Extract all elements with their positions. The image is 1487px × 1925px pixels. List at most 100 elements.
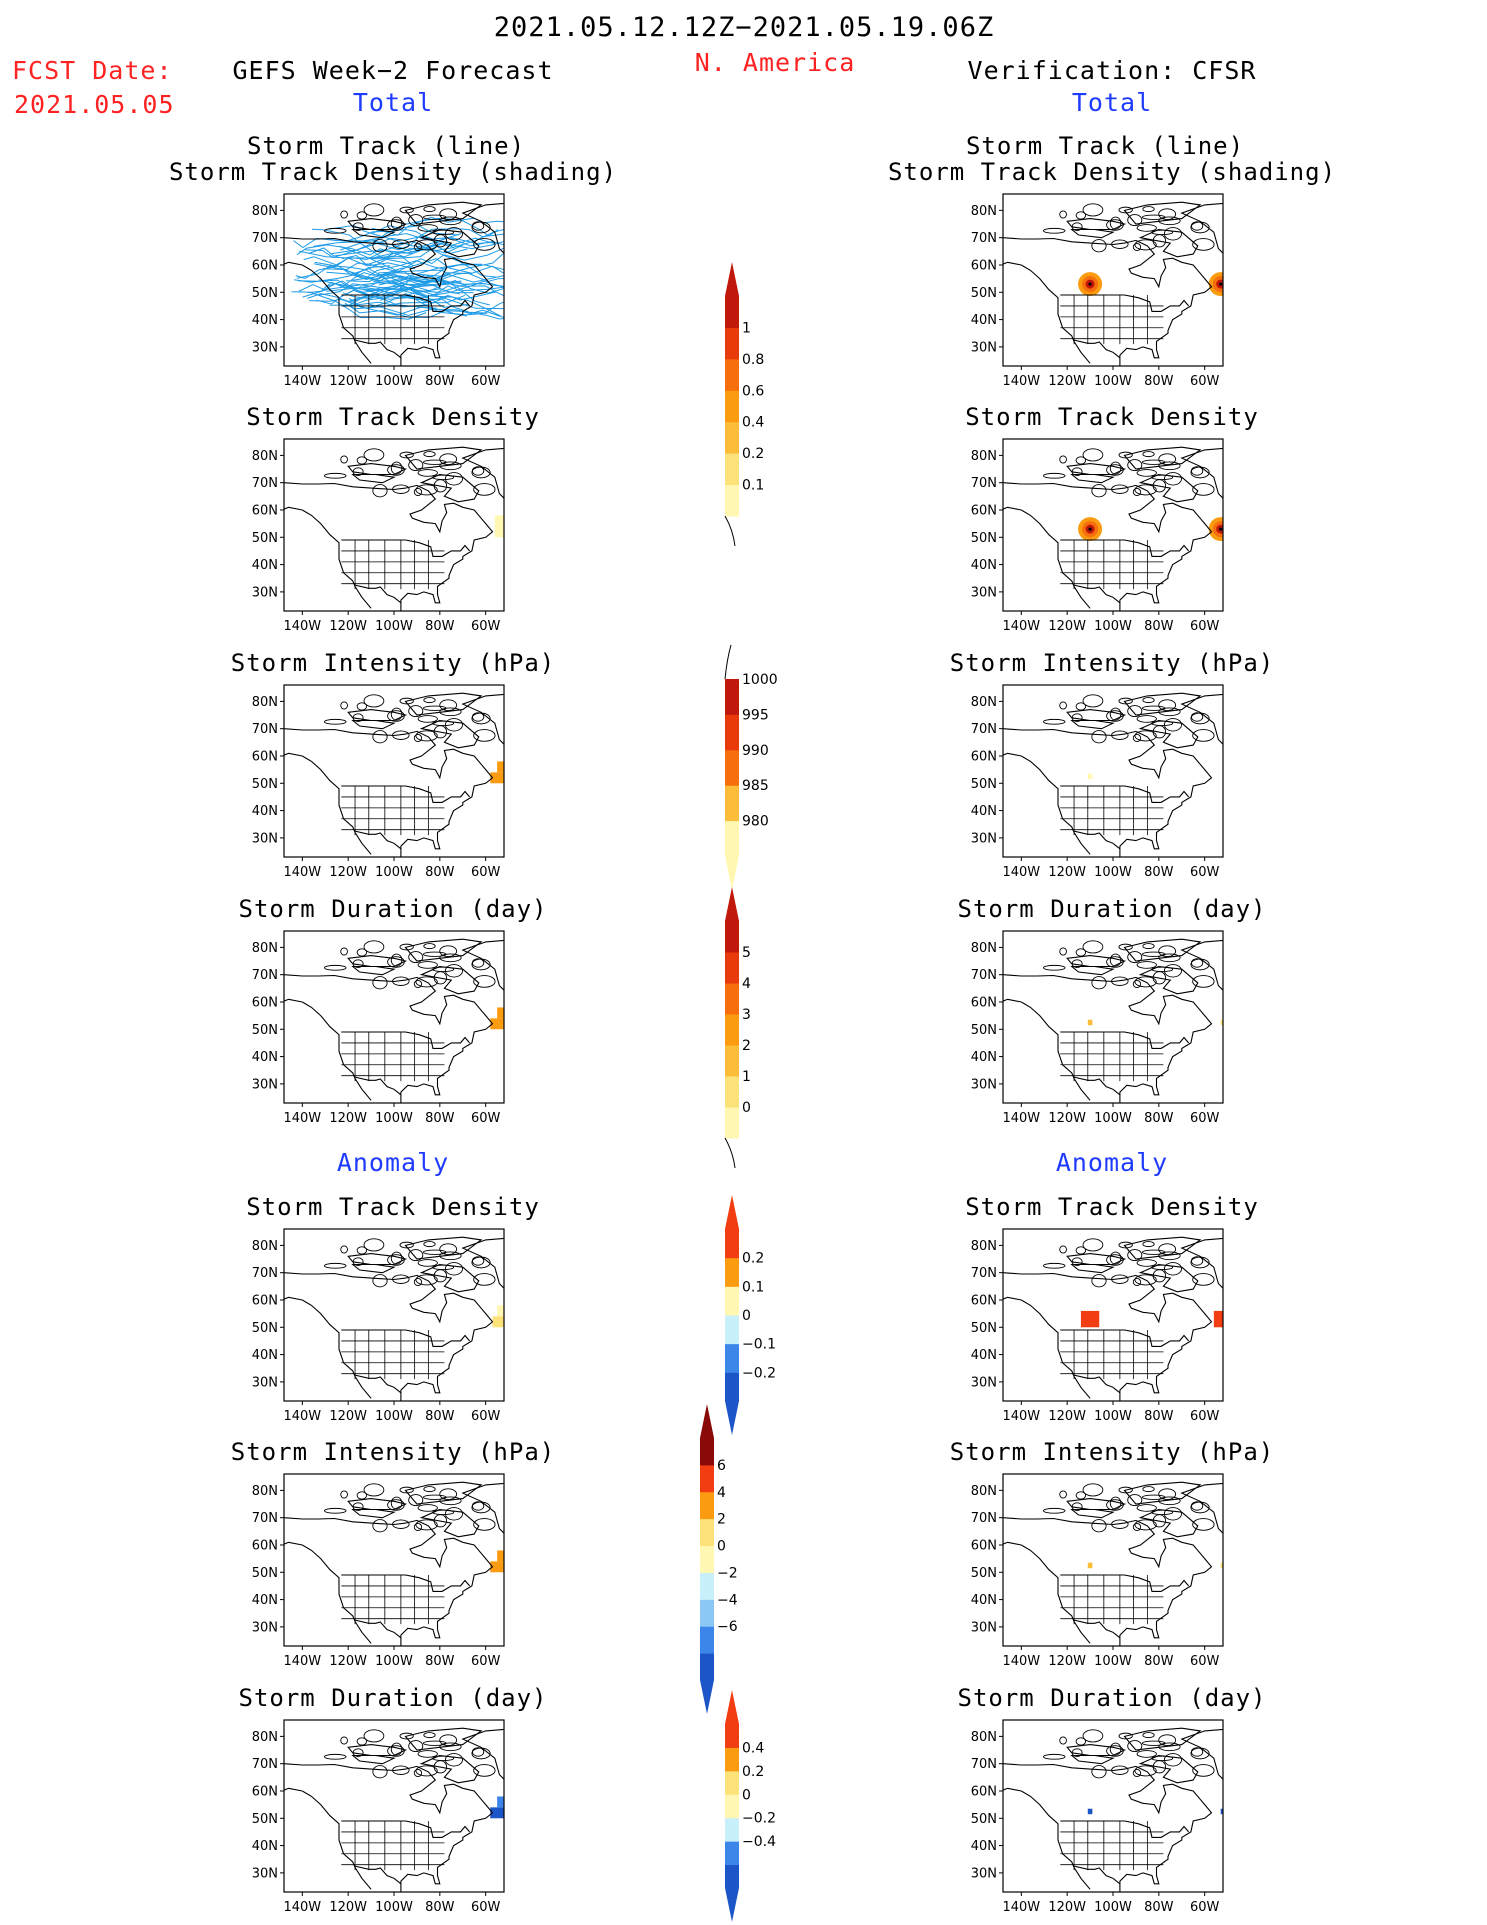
colorbar-segment [725,1107,739,1139]
lon-tick-label: 80W [425,1654,455,1669]
colorbar-label: −4 [717,1592,738,1608]
arctic-island [347,955,408,968]
arctic-island [461,1728,504,1780]
arctic-island [404,692,483,716]
colorbar-segment [725,1076,739,1108]
colorbar-segment [725,983,739,1015]
arctic-island [419,1508,480,1538]
island-clutter [324,940,496,990]
lat-tick-label: 70N [971,1757,997,1772]
arctic-island [1123,1236,1202,1260]
lat-tick-label: 60N [971,995,997,1010]
state-borders [341,1821,445,1871]
lon-tick-label: 100W [1094,865,1132,880]
colorbar-segment [700,1653,714,1681]
lat-tick-label: 40N [971,1348,997,1363]
colorbar-segment [725,1315,739,1345]
lon-tick-label: 60W [471,374,501,389]
right-total-label: Total [1071,88,1153,117]
lon-tick-label: 100W [375,374,413,389]
coastline [284,482,494,611]
colorbar-intensity: 1000 995 990 985 980 [724,645,778,890]
colorbar-bottom-arrow [725,1401,739,1435]
lon-tick-label: 120W [1048,865,1086,880]
lon-tick-label: 100W [1094,374,1132,389]
lon-tick-label: 80W [1144,1409,1174,1424]
lon-tick-label: 140W [283,1900,321,1915]
coastline [1003,237,1213,366]
colorbar-segment [700,1626,714,1654]
left-track-shading-title: Storm Track Density (shading) [168,158,618,186]
colorbar-segment [725,1817,739,1842]
state-borders [341,1032,445,1082]
lat-tick-label: 50N [252,777,278,792]
coastline-west [302,1299,372,1399]
left-density-title: Storm Track Density [246,403,540,431]
colorbar-label: 0.4 [742,415,764,431]
island-clutter [1043,448,1215,498]
arctic-island [404,446,483,470]
map-verification-track-density: 80N 70N 60N 50N 40N 30N 140W 120W 100W 80W 60W [971,193,1224,389]
lat-tick-label: 80N [971,695,997,710]
lat-tick-label: 60N [252,1293,278,1308]
us-canada-border [1060,1031,1190,1049]
coastline-west [302,264,372,364]
lon-tick-label: 140W [283,374,321,389]
lat-tick-label: 80N [971,941,997,956]
lon-tick-label: 80W [1144,1654,1174,1669]
left-density-anom-title: Storm Track Density [246,1193,540,1221]
map-verification-duration: 80N 70N 60N 50N 40N 30N 140W 120W 100W 80W 60W [971,930,1224,1126]
left-duration-title: Storm Duration (day) [238,895,548,923]
colorbar-label: −0.1 [742,1337,776,1353]
arctic-island [1180,1728,1223,1780]
colorbar-label: 0.2 [742,1764,764,1780]
lon-tick-label: 80W [1144,1900,1174,1915]
map-background [1003,1474,1223,1646]
lon-tick-label: 80W [1144,374,1174,389]
map-forecast-intensity-anomaly: 80N 70N 60N 50N 40N 30N 140W 120W 100W 80W 60W [252,1473,505,1669]
colorbar-label: 1000 [742,672,778,688]
arctic-island [1066,1498,1127,1511]
colorbar-label: 1 [742,1069,751,1085]
island-clutter [1043,203,1215,253]
arctic-island [1138,1508,1199,1538]
lat-tick-label: 40N [252,1593,278,1608]
arctic-island [1070,473,1115,484]
lat-tick-label: 60N [252,1784,278,1799]
lon-tick-label: 60W [1190,865,1220,880]
colorbar-duration-anomaly: 0.4 0.2 0 −0.2 −0.4 [725,1690,776,1922]
arctic-island [347,1744,408,1757]
lat-tick-label: 40N [971,558,997,573]
lat-tick-label: 60N [252,995,278,1010]
lat-tick-label: 80N [252,1239,278,1254]
colorbar-label: 0.2 [742,446,764,462]
fcst-date-value: 2021.05.05 [14,90,175,119]
colorbar-label: 0 [742,1787,751,1803]
left-intensity-title: Storm Intensity (hPa) [230,649,556,677]
intensity-cell [497,761,504,773]
lon-tick-label: 60W [471,1900,501,1915]
colorbar-bottom-arrow [700,1680,714,1714]
map-background [284,931,504,1103]
lat-tick-label: 60N [252,1538,278,1553]
colorbar-label: 0 [742,1100,751,1116]
lon-tick-label: 80W [425,1111,455,1126]
lat-tick-label: 70N [252,968,278,983]
density-cell [494,515,504,527]
lon-tick-label: 120W [329,865,367,880]
intensity-cell [1087,773,1093,780]
duration-anom-cell [497,1796,504,1808]
colorbar-segment [725,390,739,423]
arctic-island [1066,218,1127,231]
colorbar-segment [725,820,739,857]
lat-tick-label: 50N [252,1812,278,1827]
arctic-island [347,709,408,722]
map-forecast-density-anomaly: 80N 70N 60N 50N 40N 30N 140W 120W 100W 80W 60W [252,1228,505,1424]
coastline [284,1763,494,1892]
colorbar-bottom-tail [724,515,736,547]
lat-tick-label: 50N [252,531,278,546]
lon-tick-label: 80W [1144,865,1174,880]
lon-tick-label: 100W [1094,1900,1132,1915]
lat-tick-label: 40N [252,1839,278,1854]
arctic-island [1180,447,1223,499]
